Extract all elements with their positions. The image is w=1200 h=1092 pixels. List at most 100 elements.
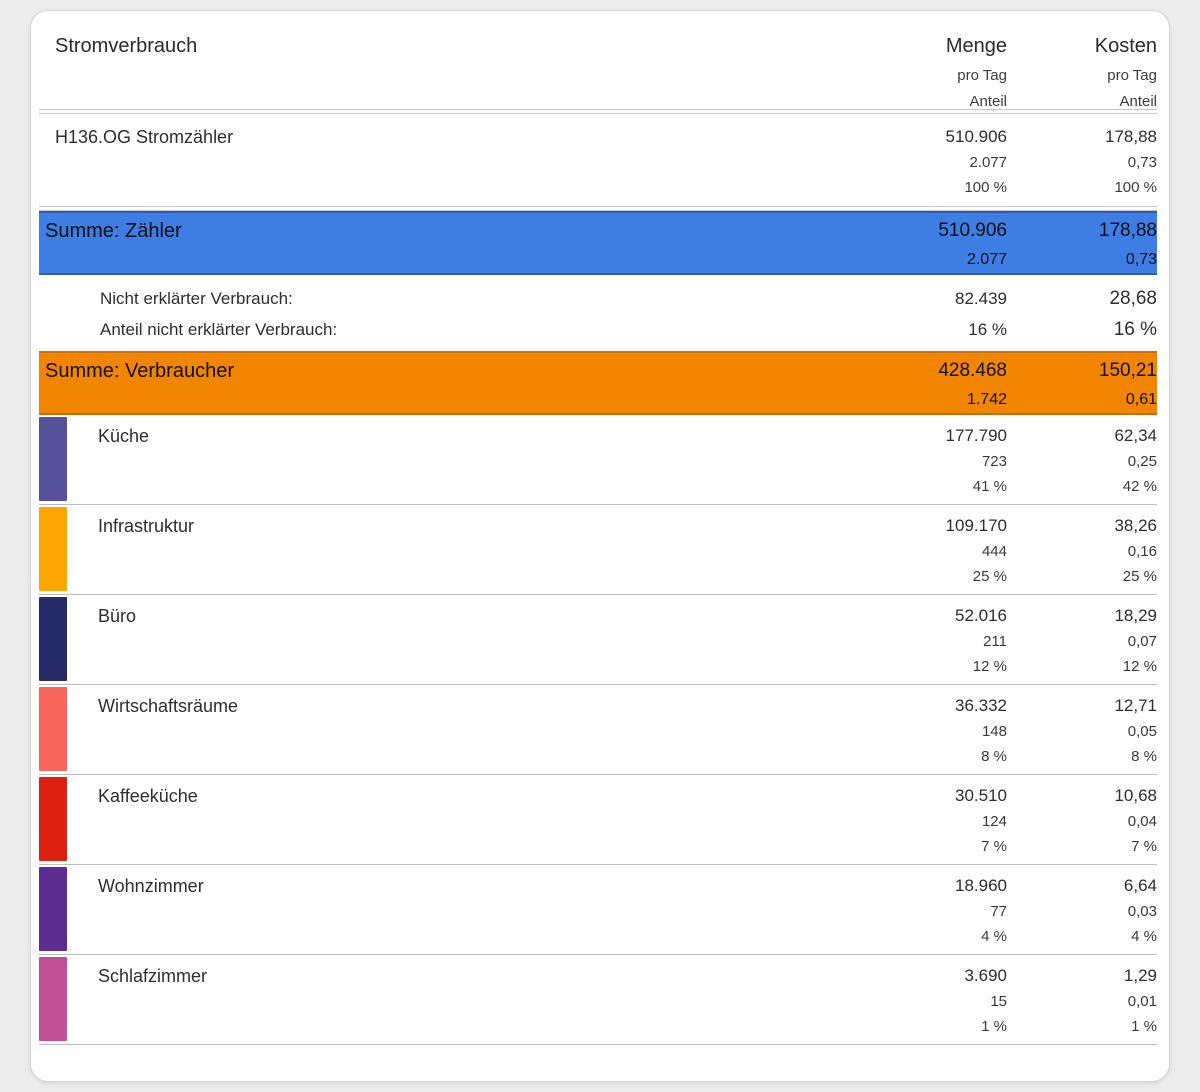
menge-per-day-value: 148 (981, 723, 1007, 740)
menge-value: 510.906 (945, 127, 1007, 146)
menge-share-value: 41 % (972, 478, 1007, 495)
kosten-share-value: 16 % (1113, 319, 1157, 340)
category-label: Wohnzimmer (98, 876, 204, 896)
kosten-share-value: 1 % (1131, 1018, 1157, 1035)
menge-value: 82.439 (955, 289, 1007, 308)
menge-share-value: 4 % (981, 928, 1007, 945)
kosten-share-value: 4 % (1131, 928, 1157, 945)
category-label: Büro (98, 606, 137, 626)
kosten-share-value: 12 % (1122, 658, 1157, 675)
kosten-value: 150,21 (1098, 360, 1157, 381)
kosten-per-day-value: 0,01 (1127, 993, 1157, 1010)
menge-per-day-value: 1.742 (966, 391, 1007, 408)
category-color-swatch (39, 597, 67, 681)
kosten-share-value: 100 % (1114, 179, 1157, 196)
menge-per-day-value: 2.077 (969, 154, 1007, 171)
category-label: Schlafzimmer (98, 966, 208, 986)
category-row: Küche 177.790 723 41 % 62,34 0,25 42 % (39, 415, 1157, 505)
category-row: Kaffeeküche 30.510 124 7 % 10,68 0,04 7 … (39, 775, 1157, 865)
kosten-value: 28,68 (1109, 288, 1157, 309)
menge-share-value: 12 % (972, 658, 1007, 675)
menge-per-day-value: 723 (981, 453, 1007, 470)
menge-share-value: 25 % (972, 568, 1007, 585)
kosten-value: 12,71 (1114, 696, 1157, 715)
kosten-per-day-value: 0,16 (1127, 543, 1157, 560)
menge-value: 510.906 (938, 220, 1007, 241)
report-card: Stromverbrauch Menge pro Tag Anteil Kost… (30, 10, 1170, 1082)
category-row: Büro 52.016 211 12 % 18,29 0,07 12 % (39, 595, 1157, 685)
kosten-value: 18,29 (1114, 606, 1157, 625)
menge-value: 177.790 (945, 426, 1007, 445)
menge-share-value: 100 % (964, 179, 1007, 196)
menge-per-day-value: 2.077 (966, 251, 1007, 268)
category-kosten-values: 6,64 0,03 4 % (1007, 873, 1157, 949)
kosten-per-day-value: 0,03 (1127, 903, 1157, 920)
kosten-share-value: 42 % (1122, 478, 1157, 495)
category-kosten-values: 38,26 0,16 25 % (1007, 513, 1157, 589)
sum-meters-row: Summe: Zähler 510.906 2.077 178,88 0,73 (39, 211, 1157, 275)
category-menge-values: 52.016 211 12 % (857, 603, 1007, 679)
menge-column-label: Menge (945, 35, 1007, 57)
sum-meters-kosten-values: 178,88 0,73 (1007, 216, 1157, 274)
menge-per-day-value: 124 (981, 813, 1007, 830)
category-menge-values: 177.790 723 41 % (857, 423, 1007, 499)
sum-consumers-row: Summe: Verbraucher 428.468 1.742 150,21 … (39, 351, 1157, 415)
menge-share-value: 1 % (981, 1018, 1007, 1035)
category-menge-values: 3.690 15 1 % (857, 963, 1007, 1039)
kosten-value: 38,26 (1114, 516, 1157, 535)
menge-value: 428.468 (938, 360, 1007, 381)
sum-consumers-kosten-values: 150,21 0,61 (1007, 356, 1157, 414)
menge-value: 30.510 (955, 786, 1007, 805)
unexplained-consumption-row: Nicht erklärter Verbrauch: 82.439 28,68 (39, 283, 1157, 314)
category-color-swatch (39, 417, 67, 501)
menge-share-label: Anteil (969, 93, 1007, 110)
kosten-per-day-value: 0,04 (1127, 813, 1157, 830)
meter-label: H136.OG Stromzähler (55, 127, 234, 147)
menge-share-value: 8 % (981, 748, 1007, 765)
kosten-per-day-value: 0,73 (1127, 154, 1157, 171)
category-label: Küche (98, 426, 150, 446)
menge-per-day-value: 211 (983, 633, 1007, 650)
menge-per-day-label: pro Tag (957, 67, 1007, 84)
sum-consumers-menge-values: 428.468 1.742 (857, 356, 1007, 414)
category-list: Küche 177.790 723 41 % 62,34 0,25 42 % I… (39, 415, 1157, 1045)
category-kosten-values: 12,71 0,05 8 % (1007, 693, 1157, 769)
category-kosten-values: 1,29 0,01 1 % (1007, 963, 1157, 1039)
menge-value: 109.170 (945, 516, 1007, 535)
kosten-share-value: 7 % (1131, 838, 1157, 855)
menge-value: 36.332 (955, 696, 1007, 715)
menge-value: 52.016 (955, 606, 1007, 625)
menge-share-value: 7 % (981, 838, 1007, 855)
category-label: Kaffeeküche (98, 786, 198, 806)
category-color-swatch (39, 507, 67, 591)
menge-per-day-value: 77 (990, 903, 1007, 920)
report-title: Stromverbrauch (55, 35, 198, 57)
category-color-swatch (39, 687, 67, 771)
sum-consumers-label: Summe: Verbraucher (45, 360, 234, 382)
unexplained-share-row: Anteil nicht erklärter Verbrauch: 16 % 1… (39, 314, 1157, 345)
category-color-swatch (39, 957, 67, 1041)
category-menge-values: 109.170 444 25 % (857, 513, 1007, 589)
menge-per-day-value: 444 (981, 543, 1007, 560)
category-menge-values: 36.332 148 8 % (857, 693, 1007, 769)
header-separator (39, 109, 1157, 114)
row-separator (39, 206, 1157, 211)
kosten-per-day-value: 0,25 (1127, 453, 1157, 470)
category-menge-values: 30.510 124 7 % (857, 783, 1007, 859)
category-kosten-values: 10,68 0,04 7 % (1007, 783, 1157, 859)
menge-per-day-value: 15 (990, 993, 1007, 1010)
unexplained-block: Nicht erklärter Verbrauch: 82.439 28,68 … (39, 275, 1157, 351)
meter-row: H136.OG Stromzähler 510.906 2.077 100 % … (39, 114, 1157, 206)
category-label: Infrastruktur (98, 516, 195, 536)
kosten-value: 178,88 (1105, 127, 1157, 146)
kosten-value: 1,29 (1123, 966, 1157, 985)
unexplained-share-label: Anteil nicht erklärter Verbrauch: (100, 320, 338, 339)
category-row: Wirtschaftsräume 36.332 148 8 % 12,71 0,… (39, 685, 1157, 775)
kosten-column-label: Kosten (1094, 35, 1157, 57)
meter-kosten-values: 178,88 0,73 100 % (1007, 124, 1157, 200)
kosten-per-day-label: pro Tag (1107, 67, 1157, 84)
kosten-value: 6,64 (1123, 876, 1157, 895)
sum-meters-label: Summe: Zähler (45, 220, 182, 242)
unexplained-consumption-label: Nicht erklärter Verbrauch: (100, 289, 293, 308)
